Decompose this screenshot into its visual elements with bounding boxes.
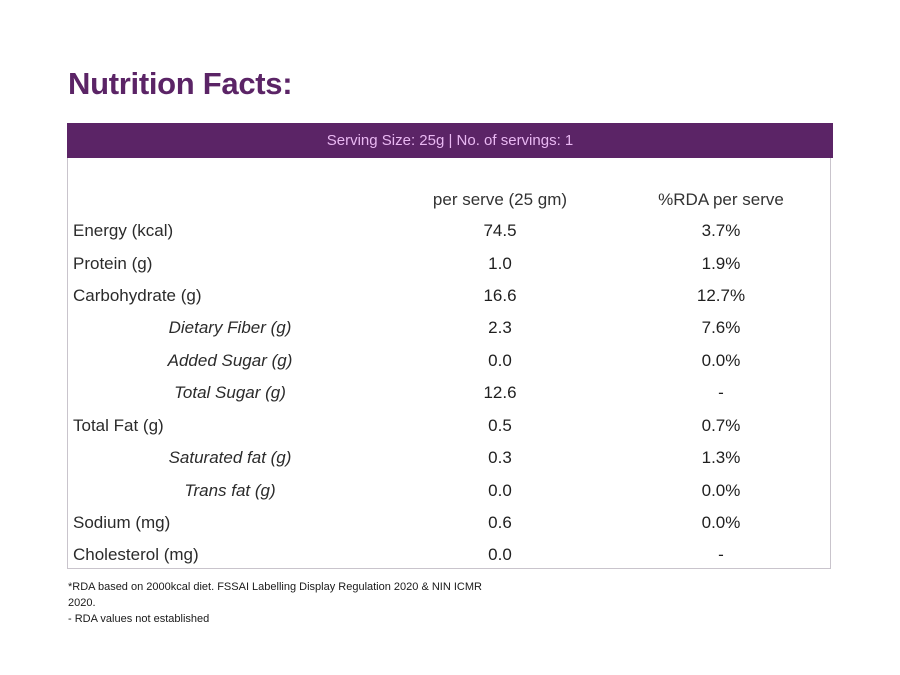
rda-value: 12.7% <box>696 286 746 305</box>
rda-value: 1.9% <box>701 254 741 273</box>
row-label-sub: Added Sugar (g) <box>167 351 293 370</box>
per-serve-value: 0.6 <box>488 513 512 532</box>
serving-size-banner: Serving Size: 25g | No. of servings: 1 <box>67 123 833 158</box>
rda-value: 1.3% <box>701 448 741 467</box>
footnote-rda-basis: *RDA based on 2000kcal diet. FSSAI Label… <box>68 581 482 609</box>
row-label: Total Fat (g) <box>73 416 164 435</box>
rda-value: 0.0% <box>701 513 741 532</box>
per-serve-value: 0.0 <box>488 481 512 500</box>
column-header-per-serve: per serve (25 gm) <box>432 190 568 209</box>
rda-value: - <box>718 383 724 402</box>
row-label-sub: Saturated fat (g) <box>168 448 292 467</box>
row-label: Protein (g) <box>73 254 153 273</box>
row-label: Cholesterol (mg) <box>73 545 199 564</box>
row-label-sub: Trans fat (g) <box>184 481 276 500</box>
per-serve-value: 0.5 <box>488 416 512 435</box>
table-row: Sodium (mg) 0.6 0.0% <box>68 507 830 539</box>
table-row: Total Sugar (g) 12.6 - <box>68 377 830 409</box>
rda-value: - <box>718 545 724 564</box>
table-row: Energy (kcal) 74.5 3.7% <box>68 215 830 247</box>
table-row: Dietary Fiber (g) 2.3 7.6% <box>68 312 830 344</box>
row-label: Sodium (mg) <box>73 513 171 532</box>
row-label-sub: Dietary Fiber (g) <box>168 318 292 337</box>
rda-value: 0.7% <box>701 416 741 435</box>
table-row: Cholesterol (mg) 0.0 - <box>68 539 830 571</box>
row-label: Energy (kcal) <box>73 221 174 240</box>
table-row: Saturated fat (g) 0.3 1.3% <box>68 442 830 474</box>
row-label-sub: Total Sugar (g) <box>174 383 286 402</box>
per-serve-value: 0.3 <box>488 448 512 467</box>
page-title: Nutrition Facts: <box>68 66 293 101</box>
table-row: Protein (g) 1.0 1.9% <box>68 248 830 280</box>
per-serve-value: 0.0 <box>488 545 512 564</box>
column-header-rda: %RDA per serve <box>658 190 784 209</box>
rda-value: 0.0% <box>701 351 741 370</box>
table-row: Trans fat (g) 0.0 0.0% <box>68 475 830 507</box>
table-row: Added Sugar (g) 0.0 0.0% <box>68 345 830 377</box>
rda-value: 7.6% <box>701 318 741 337</box>
footnote: *RDA based on 2000kcal diet. FSSAI Label… <box>68 579 488 627</box>
per-serve-value: 12.6 <box>483 383 517 402</box>
per-serve-value: 74.5 <box>483 221 517 240</box>
table-row: Total Fat (g) 0.5 0.7% <box>68 410 830 442</box>
rda-value: 3.7% <box>701 221 741 240</box>
per-serve-value: 16.6 <box>483 286 517 305</box>
per-serve-value: 0.0 <box>488 351 512 370</box>
footnote-rda-not-established: - RDA values not established <box>68 613 210 625</box>
row-label: Carbohydrate (g) <box>73 286 202 305</box>
nutrition-table: Serving Size: 25g | No. of servings: 1 p… <box>67 123 833 571</box>
per-serve-value: 1.0 <box>488 254 512 273</box>
per-serve-value: 2.3 <box>488 318 512 337</box>
rda-value: 0.0% <box>701 481 741 500</box>
table-row: Carbohydrate (g) 16.6 12.7% <box>68 280 830 312</box>
